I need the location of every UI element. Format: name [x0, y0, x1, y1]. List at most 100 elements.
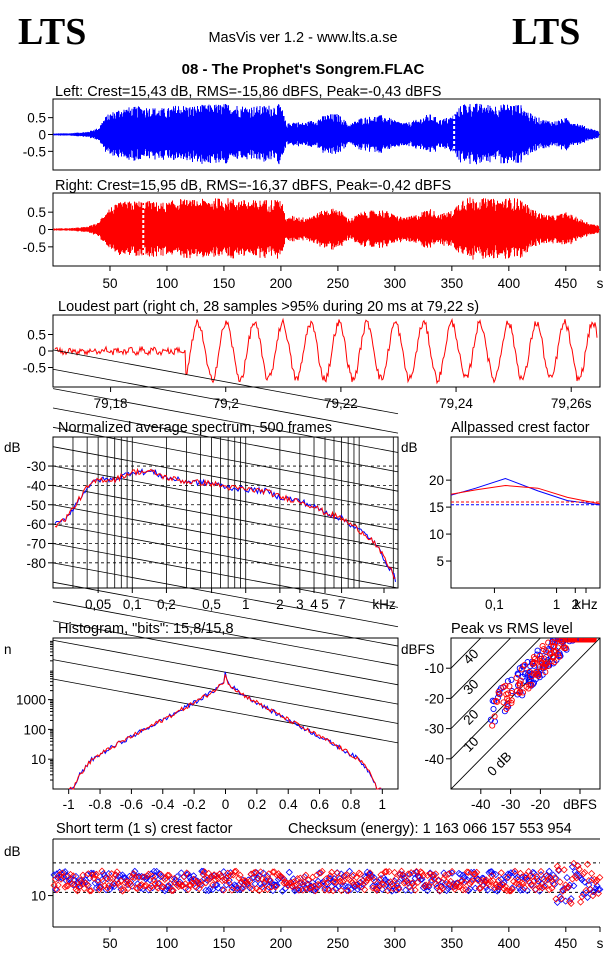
shortcrest-point: [157, 870, 165, 878]
shortcrest-point: [259, 869, 267, 877]
peakrms-point: [569, 638, 576, 643]
shortcrest-point: [57, 873, 65, 881]
shortcrest-point: [194, 879, 202, 887]
shortcrest-point: [199, 867, 207, 875]
spectrum-slope-line: [52, 349, 399, 415]
shortcrest-point: [114, 879, 122, 887]
shortcrest-point: [146, 884, 154, 892]
shortcrest-point: [330, 875, 339, 883]
shortcrest-point: [525, 867, 533, 876]
spectrum-slope-line: [52, 407, 399, 473]
shortcrest-point: [555, 866, 563, 874]
peakrms-diagonal: [451, 638, 571, 760]
shortcrest-point: [135, 872, 143, 880]
shortcrest-point: [233, 884, 241, 892]
shortcrest-point: [72, 872, 80, 881]
shortcrest-point: [66, 874, 75, 882]
peakrms-diag-label: 10: [460, 734, 481, 755]
histogram-xtick-label: 0.8: [342, 797, 361, 812]
shortcrest-point: [577, 898, 585, 906]
spectrum-right-line: [54, 467, 396, 579]
shortcrest-point: [83, 880, 91, 888]
peakrms-point: [533, 671, 540, 678]
shortcrest-point: [206, 875, 214, 883]
shortcrest-point: [299, 886, 307, 894]
histogram-xtick-label: -0.2: [183, 797, 206, 812]
shortcrest-point: [533, 873, 541, 881]
shortcrest-point: [538, 884, 546, 892]
peak-vs-rms-chart: 40 30 20 100 dB -10 -20 -30 -40 -40 -30 -20 dBFS: [424, 637, 601, 812]
shortcrest-point: [406, 870, 414, 878]
peakrms-diag-label: 30: [460, 676, 481, 697]
spectrum-panel-title: Normalized average spectrum, 500 frames: [58, 420, 332, 436]
shortcrest-point: [378, 880, 386, 888]
shortcrest-point: [507, 887, 515, 895]
allpass-series-line: [450, 477, 601, 506]
shortcrest-point: [265, 883, 273, 891]
shortcrest-point: [120, 886, 128, 894]
spectrum-slope-line: [52, 601, 399, 666]
peakrms-point: [490, 705, 497, 713]
histogram-xtick-label: -0.8: [88, 797, 111, 812]
shortcrest-point: [521, 884, 529, 892]
shortcrest-point: [258, 875, 266, 883]
shortcrest-point: [243, 878, 251, 886]
shortcrest-point: [393, 882, 401, 890]
shortcrest-point: [319, 880, 328, 888]
shortcrest-point: [159, 883, 168, 891]
peakrms-point: [590, 638, 597, 643]
peakrms-point: [534, 670, 541, 677]
shortcrest-point: [377, 871, 385, 879]
spectrum-slope-line: [52, 426, 399, 492]
peakrms-point: [502, 682, 509, 689]
shortcrest-point: [221, 876, 229, 884]
shortcrest-point: [534, 880, 542, 888]
right-xtick-label: s: [597, 276, 604, 291]
peakrms-point: [531, 656, 538, 663]
shortcrest-point: [278, 874, 287, 882]
shortcrest-point: [544, 876, 552, 884]
histogram-ytick-label: 10: [31, 752, 46, 767]
shortcrest-point: [205, 886, 213, 895]
peakrms-point: [516, 680, 523, 687]
shortcrest-point: [216, 870, 224, 878]
shortcrest-point: [459, 886, 467, 894]
shortcrest-point: [149, 884, 157, 892]
right-xtick-label: 150: [213, 276, 236, 291]
shortcrest-point: [389, 885, 397, 893]
shortcrest-point: [594, 885, 602, 894]
peakrms-ytick-label: -10: [424, 661, 444, 676]
spectrum-ylabel: dB: [4, 440, 21, 455]
shortcrest-point: [190, 875, 198, 883]
shortcrest-point: [578, 893, 586, 901]
shortcrest-xtick-label: 100: [156, 936, 179, 951]
shortcrest-point: [240, 877, 248, 885]
shortcrest-point: [497, 869, 505, 877]
shortcrest-point: [596, 873, 604, 882]
shortcrest-point: [585, 877, 593, 885]
shortcrest-point: [300, 873, 308, 881]
shortcrest-point: [362, 878, 370, 886]
shortcrest-point: [198, 867, 206, 875]
shortcrest-point: [207, 872, 215, 880]
allpass-ytick-label: 20: [429, 473, 444, 488]
shortcrest-point: [373, 886, 381, 894]
shortcrest-point: [529, 868, 537, 876]
shortcrest-point: [351, 882, 359, 890]
shortcrest-point: [441, 871, 449, 879]
shortcrest-point: [376, 876, 384, 884]
peakrms-point: [552, 639, 559, 646]
shortcrest-point: [165, 871, 173, 879]
right-xtick-label: 200: [270, 276, 293, 291]
shortcrest-point: [423, 871, 432, 879]
shortcrest-point: [588, 869, 596, 878]
shortcrest-point: [583, 860, 592, 868]
peakrms-point: [537, 658, 544, 665]
shortcrest-point: [183, 869, 191, 877]
shortcrest-point: [165, 882, 173, 890]
shortcrest-point: [246, 884, 254, 892]
shortcrest-point: [173, 873, 181, 881]
peakrms-point: [549, 639, 556, 646]
spectrum-xtick-label: 5: [321, 597, 329, 612]
peakrms-point: [525, 677, 532, 684]
